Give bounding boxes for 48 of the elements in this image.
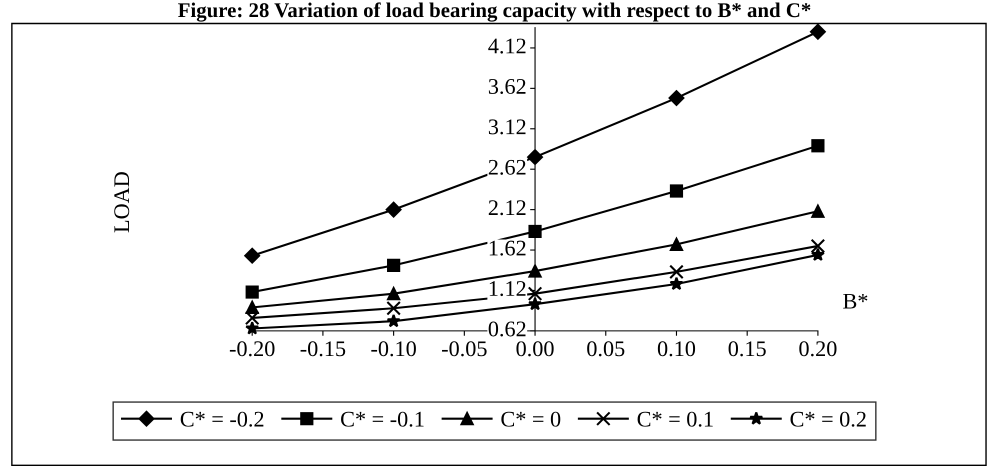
x-tick-label: 0.00 xyxy=(516,341,554,356)
y-tick-label: 4.12 xyxy=(488,38,526,54)
x-tick-label: -0.05 xyxy=(442,341,487,356)
y-tick-label: 2.12 xyxy=(488,200,526,216)
point xyxy=(811,139,825,152)
point xyxy=(387,287,400,300)
point xyxy=(811,204,825,218)
legend-label: C* = -0.2 xyxy=(180,412,264,427)
point xyxy=(387,258,400,272)
point xyxy=(669,276,684,290)
x-tick-label: 0.10 xyxy=(658,341,696,356)
point xyxy=(669,264,684,280)
point xyxy=(528,264,542,278)
x-tick-label: -0.20 xyxy=(230,341,274,356)
point xyxy=(670,184,684,198)
point xyxy=(528,224,542,238)
legend-label: C* = 0.1 xyxy=(638,412,713,427)
point xyxy=(810,248,825,261)
y-tick-label: 2.62 xyxy=(488,160,526,175)
y-axis-title: LOAD xyxy=(114,172,130,232)
point xyxy=(668,90,684,106)
y-tick-label: 1.12 xyxy=(490,281,526,296)
point xyxy=(245,321,260,335)
chart-title: Figure: 28 Variation of load bearing capacity with respect to B* and C* xyxy=(178,2,810,22)
point xyxy=(244,248,260,264)
y-tick-label: 3.12 xyxy=(488,119,526,134)
y-tick-label: 1.62 xyxy=(490,240,526,256)
point xyxy=(246,300,259,314)
x-tick-label: -0.10 xyxy=(371,341,416,356)
legend-label: C* = 0.2 xyxy=(790,412,866,427)
point xyxy=(244,310,260,326)
legend-label: C* = 0 xyxy=(501,412,560,427)
point xyxy=(810,24,826,40)
y-tick-label: 3.62 xyxy=(488,78,526,94)
point xyxy=(386,314,401,328)
x-tick-label: 0.15 xyxy=(728,341,766,356)
x-tick-label: 0.05 xyxy=(587,341,624,356)
point xyxy=(528,286,542,301)
x-axis-title: B* xyxy=(843,294,868,309)
x-tick-label: 0.20 xyxy=(799,341,836,356)
legend-label: C* = -0.1 xyxy=(341,412,424,427)
y-tick-label: 0.62 xyxy=(488,321,526,337)
point xyxy=(810,238,826,254)
x-tick-label: -0.15 xyxy=(300,341,346,356)
point xyxy=(670,238,684,251)
point xyxy=(246,285,259,299)
point xyxy=(386,202,402,218)
point xyxy=(386,300,401,316)
